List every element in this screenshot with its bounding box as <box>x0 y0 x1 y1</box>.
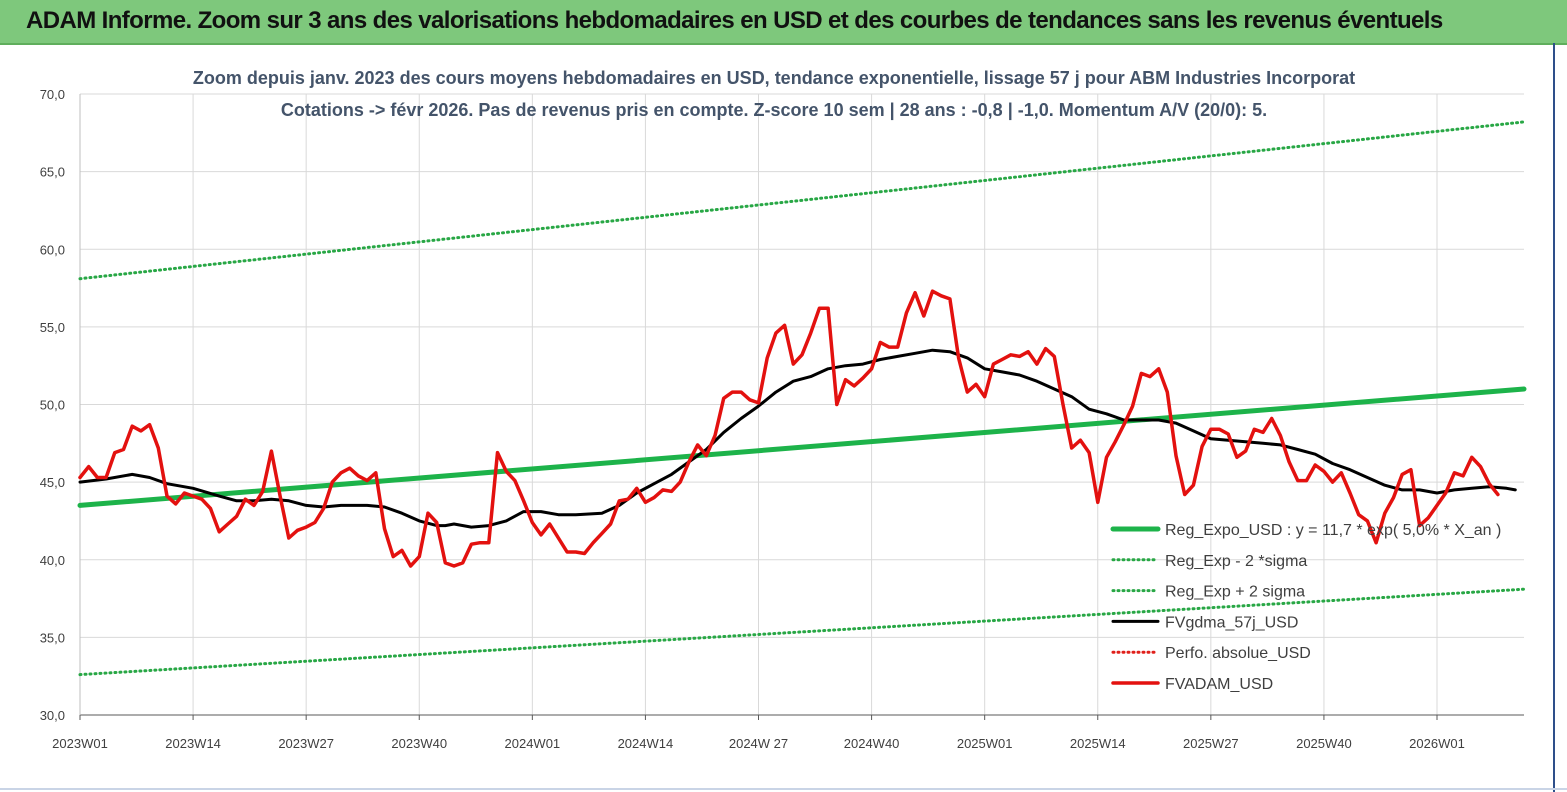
x-tick-label: 2025W40 <box>1296 736 1352 751</box>
grid <box>79 93 1524 720</box>
x-tick-label: 2023W27 <box>278 736 334 751</box>
y-tick-label: 45,0 <box>40 475 65 490</box>
x-tick-label: 2023W14 <box>165 736 221 751</box>
x-tick-label: 2024W40 <box>844 736 900 751</box>
y-tick-label: 30,0 <box>40 708 65 723</box>
legend-label: Reg_Expo_USD : y = 11,7 * exp( 5,0% * X_… <box>1165 522 1501 539</box>
legend-label: Reg_Exp + 2 sigma <box>1165 584 1305 601</box>
y-tick-label: 40,0 <box>40 553 65 568</box>
legend-label: Reg_Exp - 2 *sigma <box>1165 553 1307 570</box>
x-tick-label: 2025W14 <box>1070 736 1126 751</box>
series-line-reg-expo-usd-y-11-7-exp-5-0-x-an <box>77 386 1527 508</box>
series-lines <box>77 120 1527 677</box>
legend-label: FVgdma_57j_USD <box>1165 614 1298 631</box>
y-axis-ticks: 30,0 35,0 40,0 45,0 50,0 55,0 60,0 65,0 70,0 <box>40 87 65 723</box>
y-tick-label: 65,0 <box>40 165 65 180</box>
x-tick-label: 2023W01 <box>52 736 108 751</box>
x-tick-label: 2026W01 <box>1409 736 1465 751</box>
y-tick-label: 35,0 <box>40 630 65 645</box>
series-line-fvadam-usd <box>78 289 1500 568</box>
series-line-reg-exp-2-sigma <box>78 587 1526 677</box>
frame-border-right <box>1553 43 1555 792</box>
legend: Reg_Expo_USD : y = 11,7 * exp( 5,0% * X_… <box>1110 522 1501 693</box>
y-tick-label: 50,0 <box>40 398 65 413</box>
y-tick-label: 70,0 <box>40 87 65 102</box>
report-title: ADAM Informe. Zoom sur 3 ans des valoris… <box>26 7 1443 34</box>
legend-label: FVADAM_USD <box>1165 676 1273 693</box>
x-tick-label: 2025W27 <box>1183 736 1239 751</box>
x-tick-label: 2024W 27 <box>729 736 788 751</box>
chart-title-line-2: Cotations -> févr 2026. Pas de revenus p… <box>281 100 1267 120</box>
x-tick-label: 2023W40 <box>391 736 447 751</box>
y-tick-label: 55,0 <box>40 320 65 335</box>
chart-title-line-1: Zoom depuis janv. 2023 des cours moyens … <box>193 68 1355 88</box>
frame-border-bottom <box>0 788 1567 790</box>
x-tick-label: 2024W01 <box>505 736 561 751</box>
x-tick-label: 2024W14 <box>618 736 674 751</box>
legend-label: Perfo. absolue_USD <box>1165 645 1311 662</box>
series-line-fvgdma-57j-usd <box>78 348 1517 529</box>
y-tick-label: 60,0 <box>40 242 65 257</box>
x-tick-label: 2025W01 <box>957 736 1013 751</box>
header-banner: ADAM Informe. Zoom sur 3 ans des valoris… <box>0 0 1567 45</box>
series-line-reg-exp-2-sigma <box>78 120 1526 281</box>
x-axis-ticks: 2023W01 2023W14 2023W27 2023W40 2024W01 2024W… <box>52 736 1465 751</box>
